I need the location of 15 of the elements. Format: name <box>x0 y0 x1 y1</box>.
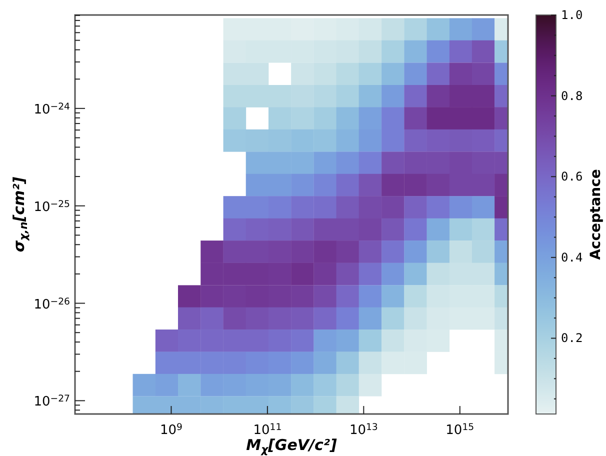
x-tick-label: 10$^{13}$ <box>349 422 378 438</box>
color-bar-label: 0.2 <box>561 331 583 346</box>
color-bar-label: 1.0 <box>561 8 583 22</box>
y-tick-label: 10$^{−24}$ <box>34 102 70 118</box>
y-tick-label: 10$^{−26}$ <box>34 296 70 312</box>
x-tick-label: 10$^{9}$ <box>160 422 183 438</box>
color-bar-label: 0.4 <box>561 250 583 264</box>
x-tick-label: 10$^{15}$ <box>446 422 474 438</box>
x-axis-title: M$_{χ}$[GeV/c²] <box>246 436 337 456</box>
y-tick-label: 10$^{−27}$ <box>34 394 70 410</box>
color-bar-label: 0.8 <box>561 88 583 103</box>
color-bar-title: Acceptance <box>588 169 604 260</box>
y-tick-label: 10$^{−25}$ <box>34 199 70 215</box>
x-tick-label: 10$^{11}$ <box>253 422 282 438</box>
color-bar-label: 0.6 <box>561 170 583 184</box>
